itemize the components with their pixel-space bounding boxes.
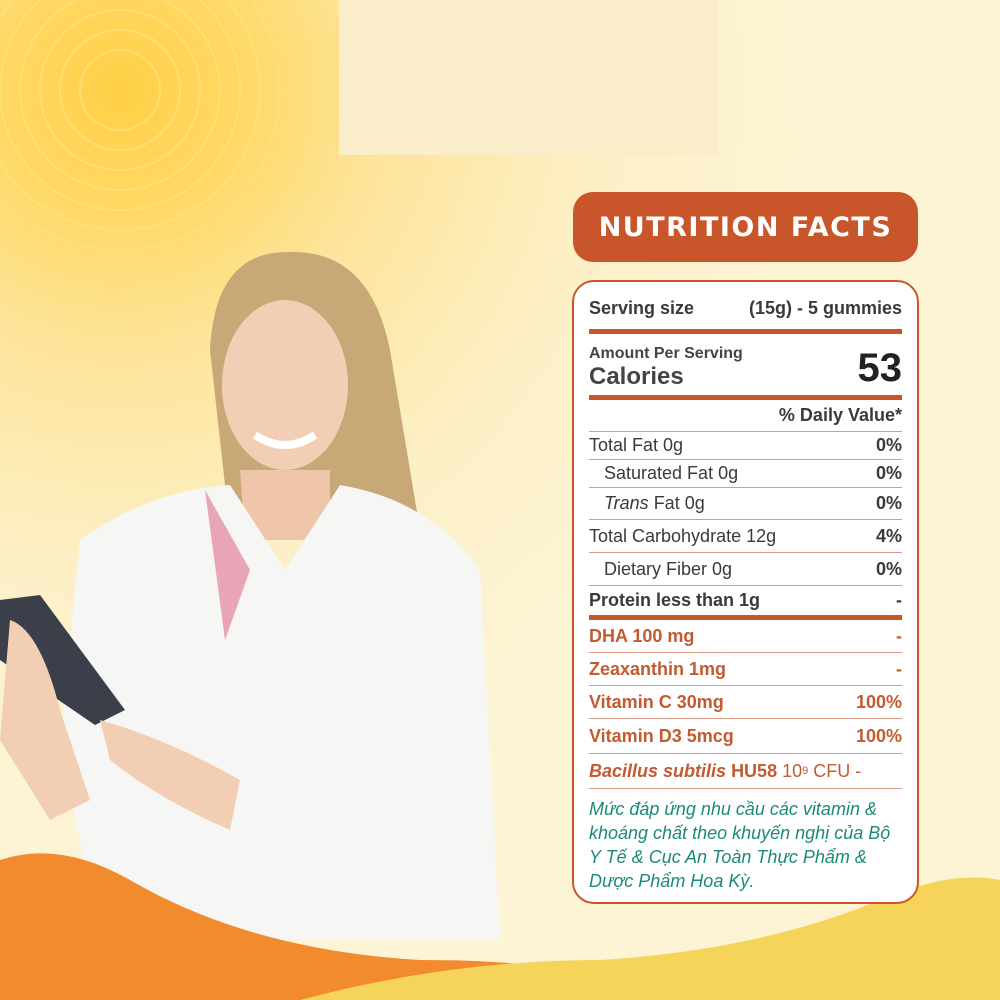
serving-label: Serving size <box>589 298 695 318</box>
supplement-name: Vitamin C 30mg <box>589 691 724 712</box>
recommendation-note: Mức đáp ứng nhu cầu các vitamin & khoáng… <box>589 799 891 891</box>
nutrient-name: Trans Fat 0g <box>604 493 705 514</box>
serving-size-row: Serving size (15g) - 5 gummies <box>589 282 902 334</box>
nutrient-dv: 0% <box>875 558 902 579</box>
nutrient-name-rest: Fat 0g <box>648 493 705 513</box>
nutrient-dv: - <box>896 590 902 610</box>
bottom-wave-decoration <box>0 853 1000 1000</box>
nutrient-dv: 0% <box>875 493 902 513</box>
probiotic-name: Bacillus subtilis <box>589 760 727 781</box>
nutrient-row: Protein less than 1g - <box>589 586 902 620</box>
calories-value: 53 <box>857 346 903 390</box>
nutrition-facts-title: Nutrition Facts <box>573 192 918 262</box>
nutrient-row: Trans Fat 0g 0% <box>589 488 902 520</box>
probiotic-unit: CFU - <box>813 760 862 781</box>
supplement-name: Zeaxanthin 1mg <box>589 658 727 679</box>
nutrient-name: Protein less than 1g <box>589 590 761 610</box>
nutrition-label: Serving size (15g) - 5 gummies Amount Pe… <box>572 280 919 904</box>
probiotic-row: Bacillus subtilis HU58 10 9 CFU - <box>589 754 902 789</box>
supplement-row: Vitamin D3 5mcg 100% <box>589 719 902 754</box>
supplement-name: Vitamin D3 5mcg <box>589 725 734 746</box>
sun-rings-decoration <box>0 0 301 271</box>
nutrient-dv: 4% <box>875 525 902 546</box>
nutrient-name: Saturated Fat 0g <box>604 463 739 483</box>
supplement-row: DHA 100 mg - <box>589 620 902 653</box>
nutrient-dv: 0% <box>875 435 902 455</box>
serving-value: (15g) - 5 gummies <box>748 298 902 318</box>
nutrient-name: Dietary Fiber 0g <box>604 558 733 579</box>
supplement-dv: - <box>896 625 902 646</box>
nutrient-row: Dietary Fiber 0g 0% <box>589 553 902 586</box>
nutrient-dv: 0% <box>875 463 902 483</box>
nutrient-row: Total Fat 0g 0% <box>589 432 902 460</box>
daily-value-header: % Daily Value* <box>589 400 902 432</box>
supplement-dv: - <box>896 658 902 679</box>
calories-row: Amount Per Serving Calories 53 <box>589 334 902 400</box>
supplement-row: Zeaxanthin 1mg - <box>589 653 902 686</box>
calories-label: Calories <box>589 363 684 390</box>
supplement-name: DHA 100 mg <box>589 625 695 646</box>
probiotic-exponent: 9 <box>802 765 809 777</box>
nutrient-row: Total Carbohydrate 12g 4% <box>589 520 902 553</box>
supplement-dv: 100% <box>855 691 902 712</box>
probiotic-strain: HU58 <box>731 760 778 781</box>
top-blank-panel <box>339 0 718 155</box>
supplement-row: Vitamin C 30mg 100% <box>589 686 902 719</box>
supplement-dv: 100% <box>855 725 902 746</box>
nutrient-row: Saturated Fat 0g 0% <box>589 460 902 488</box>
nutrient-name: Total Carbohydrate 12g <box>589 525 777 546</box>
doctor-photo <box>0 251 500 940</box>
nutrient-name: Total Fat 0g <box>589 435 684 455</box>
probiotic-count: 10 <box>782 760 803 781</box>
amount-per-serving: Amount Per Serving <box>589 345 743 362</box>
nutrient-name-italic: Trans <box>604 493 649 513</box>
